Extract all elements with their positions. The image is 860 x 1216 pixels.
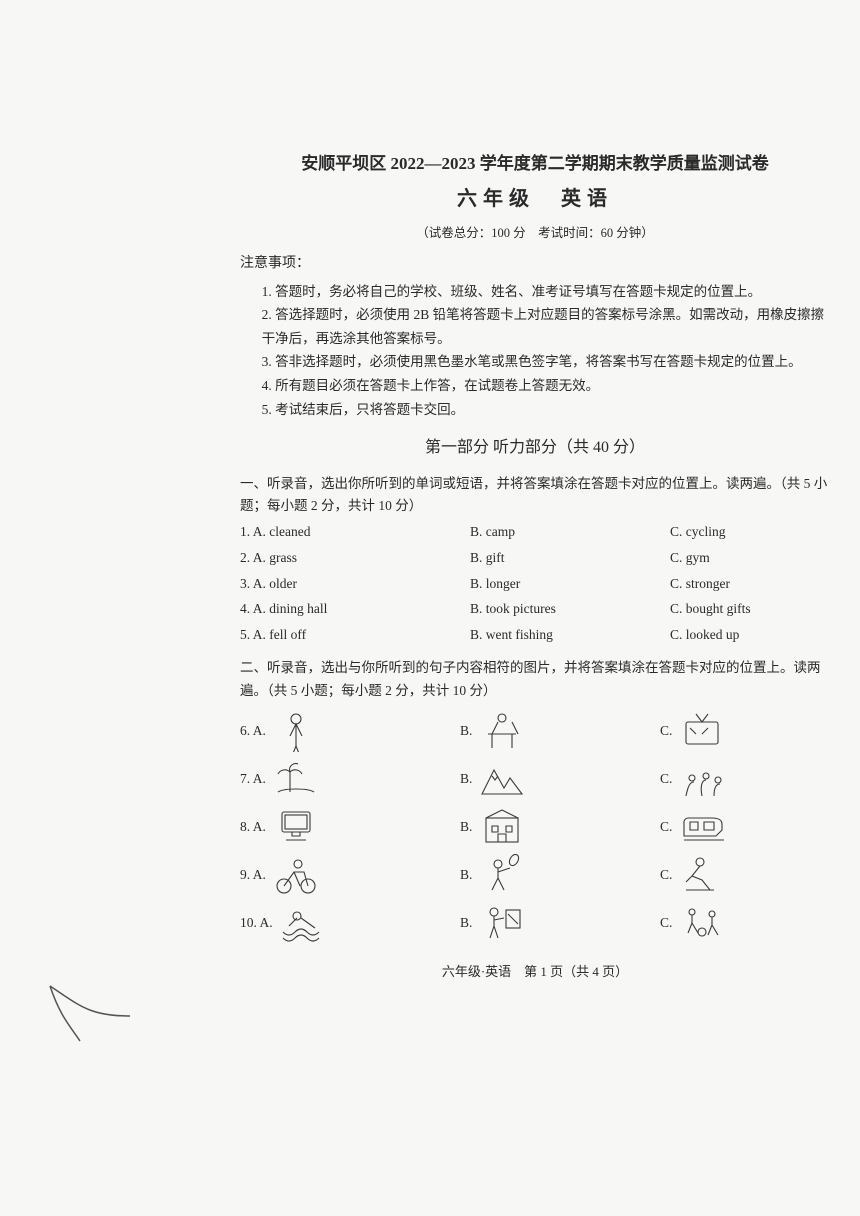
q1-instruction: 一、听录音，选出你所听到的单词或短语，并将答案填涂在答题卡对应的位置上。读两遍。… xyxy=(240,473,830,518)
q1-cell: B. went fishing xyxy=(470,624,670,646)
q1-cell: C. stronger xyxy=(670,573,830,595)
notice-item: 2. 答选择题时，必须使用 2B 铅笔将答题卡上对应题目的答案标号涂黑。如需改动… xyxy=(262,303,830,350)
q2-table: 6. A. B. C. 7. A. xyxy=(240,710,830,944)
q2-cell: 9. A. xyxy=(240,854,460,896)
q1-cell: C. cycling xyxy=(670,521,830,543)
q2-label: 10. A. xyxy=(240,912,273,934)
q2-cell: 7. A. xyxy=(240,758,460,800)
q2-label: B. xyxy=(460,912,472,934)
q2-cell: B. xyxy=(460,902,660,944)
title-main: 安顺平坝区 2022—2023 学年度第二学期期末教学质量监测试卷 xyxy=(240,150,830,177)
picture-tv-icon xyxy=(678,710,726,752)
q1-cell: B. took pictures xyxy=(470,598,670,620)
q1-cell: 1. A. cleaned xyxy=(240,521,470,543)
q2-cell: C. xyxy=(660,806,820,848)
q2-label: 8. A. xyxy=(240,816,266,838)
picture-train-icon xyxy=(678,806,726,848)
q2-label: B. xyxy=(460,768,472,790)
picture-swimming-icon xyxy=(279,902,327,944)
q1-cell: B. camp xyxy=(470,521,670,543)
q2-cell: 8. A. xyxy=(240,806,460,848)
picture-island-palm-icon xyxy=(272,758,320,800)
q2-instruction: 二、听录音，选出与你所听到的句子内容相符的图片，并将答案填涂在答题卡对应的位置上… xyxy=(240,657,830,702)
q2-label: 9. A. xyxy=(240,864,266,886)
picture-badminton-icon xyxy=(478,854,526,896)
q2-label: B. xyxy=(460,816,472,838)
picture-cycling-icon xyxy=(272,854,320,896)
q1-cell: B. longer xyxy=(470,573,670,595)
picture-football-icon xyxy=(678,902,726,944)
q2-cell: 6. A. xyxy=(240,710,460,752)
q1-cell: C. looked up xyxy=(670,624,830,646)
q1-cell: 5. A. fell off xyxy=(240,624,470,646)
q1-cell: 4. A. dining hall xyxy=(240,598,470,620)
q1-cell: 3. A. older xyxy=(240,573,470,595)
page-fold-mark-icon xyxy=(40,976,140,1046)
notice-item: 5. 考试结束后，只将答题卡交回。 xyxy=(262,398,830,422)
q1-cell: C. gym xyxy=(670,547,830,569)
q2-cell: B. xyxy=(460,710,660,752)
q2-label: B. xyxy=(460,864,472,886)
q2-cell: B. xyxy=(460,806,660,848)
title-sub: 六年级 英语 xyxy=(240,183,830,215)
picture-ice-skating-icon xyxy=(678,854,726,896)
q2-label: 7. A. xyxy=(240,768,266,790)
q2-cell: C. xyxy=(660,854,820,896)
page-footer: 六年级·英语 第 1 页（共 4 页） xyxy=(240,962,830,983)
q2-label: C. xyxy=(660,768,672,790)
section-title: 第一部分 听力部分（共 40 分） xyxy=(240,435,830,461)
q2-cell: C. xyxy=(660,710,820,752)
picture-flowers-icon xyxy=(678,758,726,800)
notice-list: 1. 答题时，务必将自己的学校、班级、姓名、准考证号填写在答题卡规定的位置上。 … xyxy=(240,280,830,422)
picture-mountains-icon xyxy=(478,758,526,800)
q2-cell: B. xyxy=(460,854,660,896)
notice-item: 1. 答题时，务必将自己的学校、班级、姓名、准考证号填写在答题卡规定的位置上。 xyxy=(262,280,830,304)
exam-page: 安顺平坝区 2022—2023 学年度第二学期期末教学质量监测试卷 六年级 英语… xyxy=(240,150,830,983)
q1-table: 1. A. cleaned B. camp C. cycling 2. A. g… xyxy=(240,521,830,645)
q2-cell: B. xyxy=(460,758,660,800)
q2-label: B. xyxy=(460,720,472,742)
q2-label: C. xyxy=(660,864,672,886)
q2-cell: 10. A. xyxy=(240,902,460,944)
picture-computer-icon xyxy=(272,806,320,848)
q1-cell: 2. A. grass xyxy=(240,547,470,569)
q1-cell: C. bought gifts xyxy=(670,598,830,620)
q2-label: C. xyxy=(660,816,672,838)
q2-label: C. xyxy=(660,912,672,934)
q2-cell: C. xyxy=(660,758,820,800)
picture-boy-standing-icon xyxy=(272,710,320,752)
score-line: （试卷总分：100 分 考试时间：60 分钟） xyxy=(240,223,830,243)
q2-cell: C. xyxy=(660,902,820,944)
q2-label: 6. A. xyxy=(240,720,266,742)
q1-cell: B. gift xyxy=(470,547,670,569)
notice-item: 3. 答非选择题时，必须使用黑色墨水笔或黑色签字笔，将答案书写在答题卡规定的位置… xyxy=(262,350,830,374)
notice-item: 4. 所有题目必须在答题卡上作答，在试题卷上答题无效。 xyxy=(262,374,830,398)
picture-painting-icon xyxy=(478,902,526,944)
notice-heading: 注意事项： xyxy=(240,253,830,275)
picture-boy-at-desk-icon xyxy=(478,710,526,752)
q2-label: C. xyxy=(660,720,672,742)
picture-building-icon xyxy=(478,806,526,848)
